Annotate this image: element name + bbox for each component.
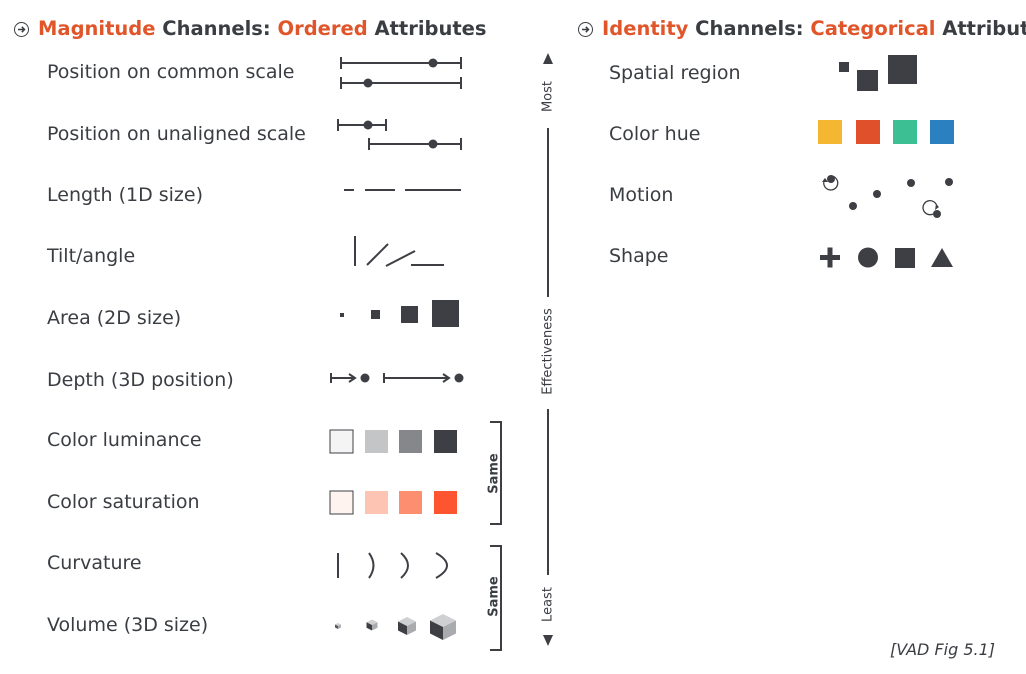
label-volume: Volume (3D size) — [47, 614, 209, 636]
glyph-position-common — [340, 57, 462, 89]
label-position-unaligned: Position on unaligned scale — [47, 123, 306, 145]
glyph-motion — [822, 175, 953, 218]
axis-label-effectiveness: Effectiveness — [540, 308, 556, 395]
label-color-hue: Color hue — [609, 123, 701, 145]
bracket-label-same-1: Same — [486, 453, 502, 494]
glyph-position-unaligned — [337, 119, 462, 150]
axis-arrow-down-icon — [543, 635, 553, 646]
glyph-luminance — [329, 429, 457, 454]
glyph-shape — [820, 247, 953, 268]
label-spatial-region: Spatial region — [609, 62, 741, 84]
identity-title-categorical: Categorical — [810, 17, 936, 40]
axis-label-most: Most — [540, 80, 556, 113]
axis-arrow-up-icon — [543, 53, 553, 64]
label-color-luminance: Color luminance — [47, 429, 202, 451]
label-area: Area (2D size) — [47, 307, 182, 329]
identity-title-attributes: Attributes — [942, 17, 1026, 40]
glyph-depth — [330, 373, 464, 383]
arrow-circle-icon — [14, 22, 29, 37]
figure-reference: [VAD Fig 5.1] — [890, 640, 996, 659]
glyph-curvature — [337, 552, 448, 579]
label-motion: Motion — [609, 184, 674, 206]
magnitude-title-word: Magnitude — [38, 17, 156, 40]
arrow-circle-icon — [578, 22, 593, 37]
identity-title-channels: Channels: — [688, 17, 811, 40]
bracket-label-same-2: Same — [486, 576, 502, 617]
bracket-same-2 — [490, 545, 502, 651]
label-depth: Depth (3D position) — [47, 369, 234, 391]
magnitude-title-attributes: Attributes — [367, 17, 487, 40]
label-shape: Shape — [609, 245, 669, 267]
glyph-saturation — [329, 490, 457, 515]
magnitude-title-channels: Channels: — [155, 17, 278, 40]
label-length: Length (1D size) — [47, 184, 203, 206]
identity-title-word: Identity — [602, 17, 689, 40]
magnitude-header: Magnitude Channels: Ordered Attributes — [14, 17, 487, 40]
identity-header: Identity Channels: Categorical Attribute… — [578, 17, 1026, 40]
label-tilt: Tilt/angle — [47, 245, 136, 267]
glyph-tilt — [354, 236, 444, 267]
label-curvature: Curvature — [47, 552, 142, 574]
effectiveness-axis — [543, 53, 553, 646]
label-color-saturation: Color saturation — [47, 491, 200, 513]
label-position-common: Position on common scale — [47, 61, 295, 83]
axis-label-least: Least — [540, 587, 556, 622]
glyph-color-hue — [818, 120, 954, 144]
magnitude-title-ordered: Ordered — [277, 17, 368, 40]
glyph-spatial-region — [839, 55, 917, 91]
glyph-volume — [335, 614, 456, 640]
glyph-area — [340, 300, 459, 327]
bracket-same-1 — [490, 421, 502, 525]
